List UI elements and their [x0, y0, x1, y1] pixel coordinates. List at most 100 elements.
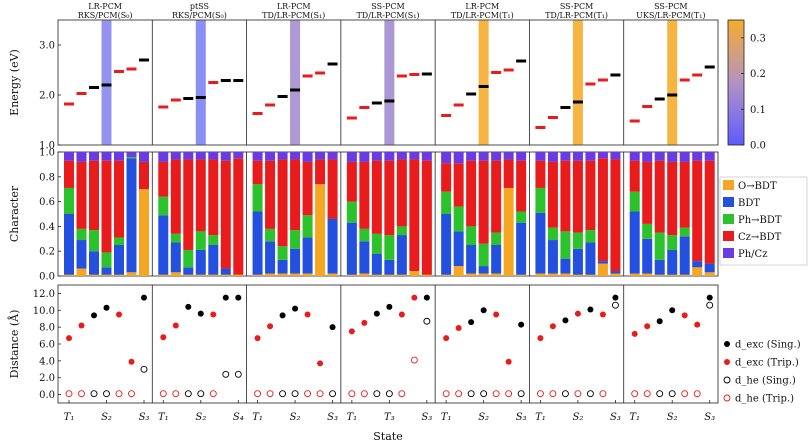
character-segment — [704, 272, 715, 276]
distance-y-tick-label: 12.0 — [33, 289, 55, 300]
character-segment — [453, 163, 464, 207]
character-segment — [346, 222, 357, 275]
character-segment — [327, 273, 338, 276]
dexc-triplet-point — [574, 310, 581, 317]
state-tick-label: S₃ — [516, 412, 527, 423]
character-segment — [359, 152, 370, 162]
character-segment — [359, 241, 370, 274]
character-segment — [290, 273, 301, 276]
state-tick-label: S₂ — [667, 412, 678, 423]
character-segment — [409, 271, 420, 276]
colorbar-tick-label: 0.0 — [750, 141, 766, 152]
character-segment — [76, 152, 87, 162]
dhe-singlet-point — [184, 390, 192, 398]
character-segment — [654, 259, 665, 275]
character-segment — [396, 235, 407, 275]
character-segment — [220, 268, 231, 275]
character-segment — [208, 152, 219, 160]
character-segment — [265, 273, 276, 276]
dexc-singlet-point — [141, 294, 147, 301]
character-segment — [478, 266, 489, 274]
character-segment — [170, 159, 181, 234]
singlet-level — [277, 95, 288, 98]
character-segment — [421, 152, 432, 161]
dhe-singlet-point — [517, 390, 525, 398]
energy-y-tick-label: 1.0 — [39, 141, 55, 152]
dhe-triplet-point — [410, 356, 418, 364]
character-segment — [679, 274, 690, 276]
character-segment — [302, 152, 313, 162]
dexc-triplet-point — [66, 335, 72, 342]
character-segment — [572, 248, 583, 275]
character-segment — [327, 159, 338, 219]
triplet-level — [692, 73, 703, 77]
triplet-level — [396, 74, 407, 78]
character-segment — [89, 160, 99, 231]
character-segment — [302, 215, 313, 238]
distance-y-tick-label: 2.0 — [39, 373, 55, 384]
character-segment — [183, 249, 194, 268]
dexc-singlet-point — [386, 303, 393, 310]
character-segment — [610, 271, 621, 274]
dhe-singlet-point — [222, 370, 230, 378]
state-tick-label: T₁ — [158, 412, 169, 423]
character-segment — [441, 191, 452, 214]
character-segment — [252, 152, 263, 161]
dexc-triplet-point — [681, 312, 688, 319]
distance-legend-marker — [723, 376, 731, 384]
distance-legend-marker — [724, 359, 730, 365]
legend-swatch — [723, 231, 734, 241]
column-title-7: SS-PCM — [654, 2, 688, 11]
dexc-triplet-point — [549, 323, 556, 330]
column-title-3: LR-PCM — [277, 2, 311, 11]
dexc-triplet-point — [304, 311, 311, 318]
dhe-singlet-point — [706, 301, 714, 309]
singlet-level — [421, 72, 432, 76]
character-y-tick-label: 0.0 — [39, 272, 55, 283]
character-legend — [719, 176, 808, 266]
state-tick-label: S₂ — [101, 412, 112, 423]
character-legend-label: Ph/Cz — [738, 249, 767, 260]
character-segment — [114, 160, 124, 238]
character-segment — [441, 152, 452, 164]
energy-axis-label: Energy (eV) — [8, 49, 21, 116]
dexc-triplet-point — [210, 311, 217, 318]
character-segment — [516, 211, 527, 223]
dhe-singlet-point — [103, 390, 110, 398]
triplet-level — [409, 73, 420, 76]
triplet-level — [76, 92, 87, 95]
character-segment — [642, 273, 653, 276]
character-segment — [667, 235, 678, 250]
dexc-triplet-point — [455, 324, 462, 331]
character-segment — [516, 160, 527, 212]
character-segment — [610, 273, 621, 276]
triplet-level — [642, 105, 653, 108]
character-segment — [346, 274, 357, 276]
character-segment — [478, 243, 489, 267]
character-segment — [101, 152, 112, 161]
character-segment — [195, 249, 206, 275]
energy-y-tick-label: 3.0 — [39, 41, 55, 52]
state-tick-label: T₁ — [252, 412, 263, 423]
character-segment — [642, 152, 653, 162]
dexc-triplet-point — [537, 335, 544, 342]
state-tick-label: T₁ — [64, 412, 75, 423]
dexc-singlet-point — [587, 306, 594, 313]
dhe-triplet-point — [65, 390, 73, 398]
character-segment — [704, 152, 715, 161]
character-segment — [265, 241, 276, 274]
dhe-triplet-point — [398, 390, 406, 398]
state-tick-label: S₃ — [610, 412, 621, 423]
character-segment — [126, 152, 137, 157]
dhe-triplet-point — [316, 390, 324, 398]
character-segment — [384, 152, 395, 161]
character-segment — [220, 160, 231, 269]
character-segment — [114, 237, 124, 245]
character-segment — [208, 235, 219, 245]
character-segment — [572, 160, 583, 233]
singlet-level — [560, 106, 571, 109]
character-segment — [384, 274, 395, 276]
character-segment — [491, 152, 502, 161]
column-subtitle-5: TD/LR-PCM(T₁) — [451, 11, 514, 20]
